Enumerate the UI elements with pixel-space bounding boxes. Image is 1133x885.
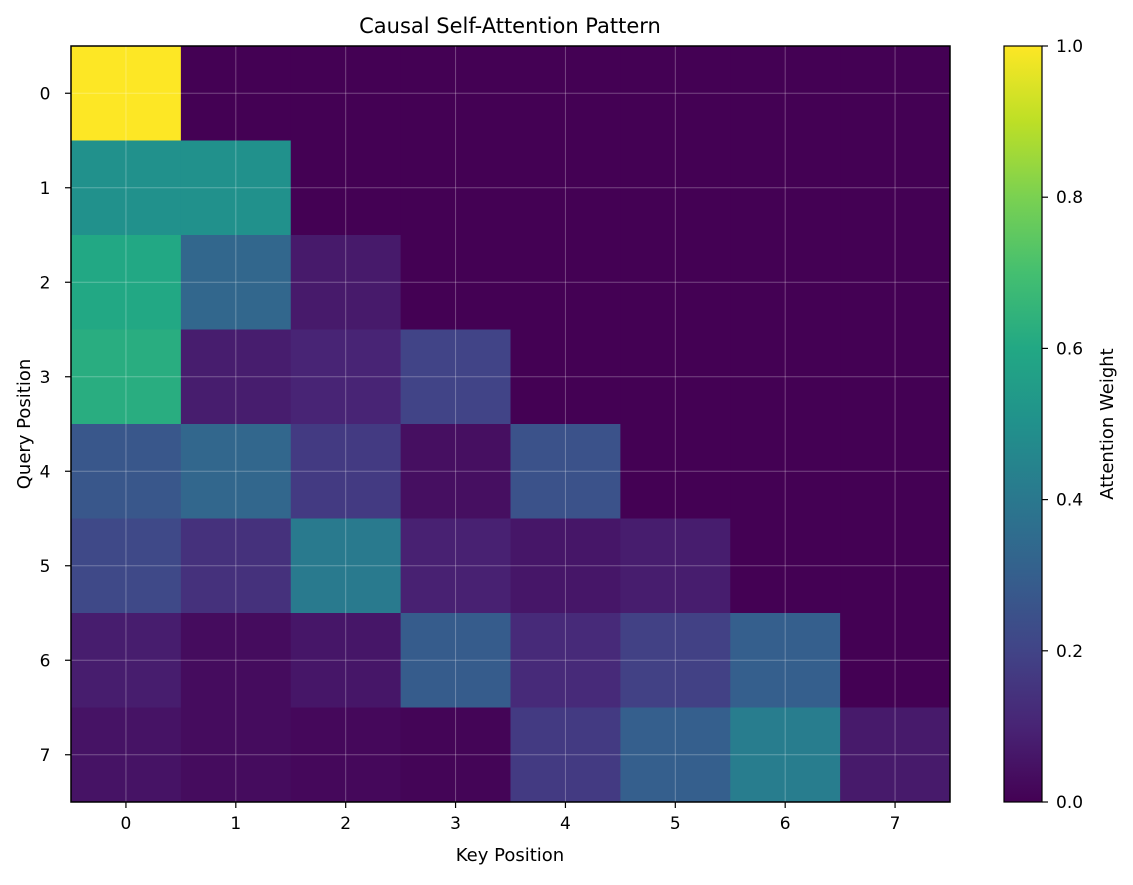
heatmap-cell-1-7: [840, 140, 951, 236]
heatmap-cell-5-2: [290, 518, 402, 614]
heatmap-cell-1-5: [620, 140, 731, 236]
heatmap-cell-5-3: [400, 518, 511, 614]
y-tick-label-2: 2: [40, 273, 51, 293]
heatmap-cell-6-3: [400, 613, 511, 708]
heatmap-cell-1-1: [180, 140, 292, 236]
chart-title: Causal Self-Attention Pattern: [359, 14, 661, 38]
x-tick-label-7: 7: [890, 814, 901, 834]
heatmap-cell-3-0: [71, 329, 182, 425]
heatmap-cell-7-1: [180, 707, 292, 803]
heatmap-cell-0-6: [730, 46, 841, 141]
heatmap-cell-1-3: [400, 140, 511, 236]
colorbar-tick-label-0: 0.0: [1056, 793, 1083, 813]
x-tick-label-1: 1: [230, 814, 241, 834]
heatmap-cell-4-7: [840, 424, 951, 519]
heatmap-cell-3-3: [400, 329, 511, 425]
heatmap-cell-6-5: [620, 613, 731, 708]
heatmap-cell-6-6: [730, 613, 841, 708]
heatmap-cell-6-2: [290, 613, 402, 708]
colorbar-tick-label-5: 1.0: [1056, 37, 1083, 57]
heatmap-cell-4-2: [290, 424, 402, 519]
x-tick-label-3: 3: [450, 814, 461, 834]
heatmap-cell-3-1: [180, 329, 292, 425]
heatmap-cell-7-7: [840, 707, 951, 803]
heatmap-cell-1-6: [730, 140, 841, 236]
heatmap-cell-1-4: [510, 140, 621, 236]
x-tick-label-4: 4: [560, 814, 571, 834]
heatmap-cell-7-5: [620, 707, 731, 803]
heatmap-cell-7-4: [510, 707, 621, 803]
heatmap-cell-4-5: [620, 424, 731, 519]
heatmap-cell-6-1: [180, 613, 292, 708]
y-axis-label: Query Position: [14, 359, 35, 490]
x-tick-label-0: 0: [121, 814, 132, 834]
heatmap-cell-3-2: [290, 329, 402, 425]
x-axis-ticks: 0 1 2 3 4 5 6 7: [121, 802, 901, 834]
heatmap-cell-4-1: [180, 424, 292, 519]
heatmap-cell-5-1: [180, 518, 292, 614]
heatmap-cell-2-7: [840, 235, 951, 330]
x-tick-label-6: 6: [780, 814, 791, 834]
y-tick-label-0: 0: [40, 84, 51, 104]
heatmap-cell-7-2: [290, 707, 402, 803]
heatmap-cell-3-6: [730, 329, 841, 425]
heatmap-cell-4-6: [730, 424, 841, 519]
heatmap-cell-0-7: [840, 46, 951, 141]
y-axis-ticks: 0 1 2 3 4 5 6 7: [40, 84, 71, 766]
heatmap-cell-1-2: [290, 140, 402, 236]
heatmap-cell-4-0: [71, 424, 182, 519]
y-tick-label-4: 4: [40, 462, 51, 482]
heatmap-cell-2-2: [290, 235, 402, 330]
heatmap-cell-0-3: [400, 46, 511, 141]
heatmap-cell-7-0: [71, 707, 182, 803]
colorbar: [1003, 45, 1043, 803]
colorbar-tick-label-4: 0.8: [1056, 188, 1083, 208]
heatmap-cell-5-4: [510, 518, 621, 614]
x-tick-label-5: 5: [670, 814, 681, 834]
heatmap-cell-4-3: [400, 424, 511, 519]
heatmap-cell-2-6: [730, 235, 841, 330]
heatmap-cell-5-0: [71, 518, 182, 614]
colorbar-ticks: 0.0 0.2 0.4 0.6 0.8 1.0: [1042, 37, 1083, 813]
plot-frame: [70, 45, 951, 803]
heatmap-cell-6-7: [840, 613, 951, 708]
heatmap-cell-6-0: [71, 613, 182, 708]
heatmap-cell-0-2: [290, 46, 402, 141]
colorbar-tick-label-3: 0.6: [1056, 339, 1083, 359]
heatmap-cell-2-3: [400, 235, 511, 330]
heatmap-cells: [71, 46, 951, 803]
heatmap-cell-7-6: [730, 707, 841, 803]
heatmap-cell-0-5: [620, 46, 731, 141]
colorbar-tick-label-1: 0.2: [1056, 642, 1083, 662]
y-tick-label-3: 3: [40, 368, 51, 388]
heatmap-cell-5-7: [840, 518, 951, 614]
heatmap-cell-3-5: [620, 329, 731, 425]
heatmap-cell-2-1: [180, 235, 292, 330]
x-axis-label: Key Position: [456, 845, 564, 866]
heatmap-cell-2-4: [510, 235, 621, 330]
y-tick-label-7: 7: [40, 746, 51, 766]
colorbar-label: Attention Weight: [1097, 348, 1118, 500]
heatmap-gridlines: [71, 46, 950, 802]
y-tick-label-1: 1: [40, 179, 51, 199]
heatmap-cell-2-5: [620, 235, 731, 330]
heatmap-cell-7-3: [400, 707, 511, 803]
heatmap-cell-0-1: [180, 46, 292, 141]
heatmap-cell-5-6: [730, 518, 841, 614]
heatmap-cell-4-4: [510, 424, 621, 519]
heatmap-cell-3-4: [510, 329, 621, 425]
y-tick-label-5: 5: [40, 557, 51, 577]
heatmap-cell-1-0: [71, 140, 182, 236]
heatmap-cell-6-4: [510, 613, 621, 708]
heatmap-cell-2-0: [71, 235, 182, 330]
heatmap-cell-0-4: [510, 46, 621, 141]
heatmap-cell-3-7: [840, 329, 951, 425]
heatmap-cell-5-5: [620, 518, 731, 614]
x-tick-label-2: 2: [340, 814, 351, 834]
y-tick-label-6: 6: [40, 651, 51, 671]
heatmap-cell-0-0: [71, 46, 182, 141]
colorbar-tick-label-2: 0.4: [1056, 491, 1083, 511]
